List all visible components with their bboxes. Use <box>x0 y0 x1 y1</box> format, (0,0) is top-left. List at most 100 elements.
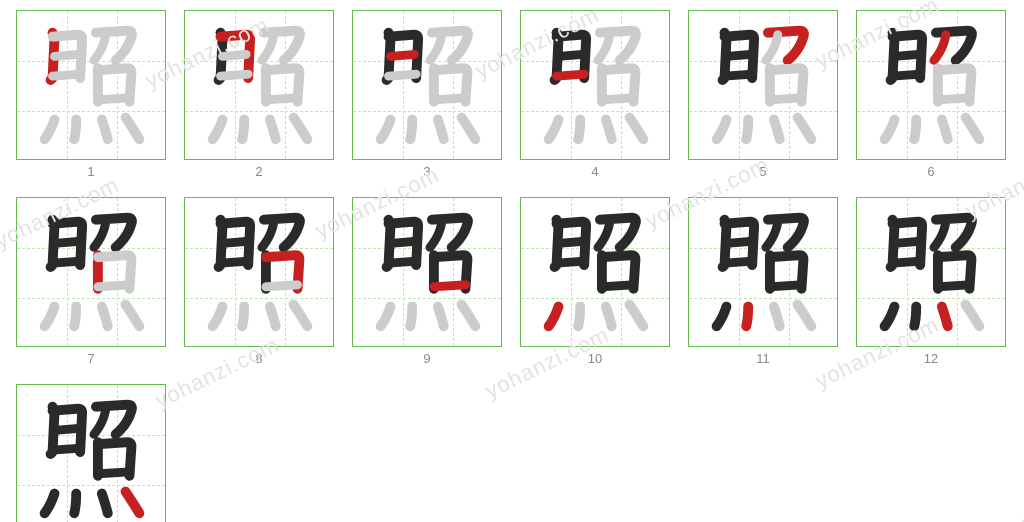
character-svg <box>185 11 333 159</box>
stroke-13 <box>126 305 140 327</box>
stroke-3 <box>726 54 750 56</box>
stroke-4 <box>53 448 81 450</box>
character-svg <box>185 198 333 346</box>
stroke-3 <box>558 241 582 243</box>
stroke-3 <box>390 54 414 56</box>
step-number: 11 <box>756 351 770 366</box>
stroke-10 <box>213 307 223 327</box>
stroke-11 <box>74 120 76 140</box>
stroke-6 <box>934 222 946 248</box>
stroke-12 <box>774 307 780 327</box>
stroke-order-grid: 12345678910111213 <box>16 10 1012 522</box>
stroke-13 <box>966 118 980 140</box>
stroke-9 <box>938 98 970 100</box>
stroke-9 <box>602 285 634 287</box>
stroke-12 <box>942 307 948 327</box>
stroke-13 <box>126 492 140 514</box>
stroke-13 <box>798 118 812 140</box>
stroke-cell: 10 <box>520 197 670 366</box>
stroke-4 <box>725 261 753 263</box>
stroke-3 <box>222 241 246 243</box>
stroke-3 <box>894 241 918 243</box>
step-number: 9 <box>423 351 430 366</box>
character-svg <box>521 198 669 346</box>
stroke-10 <box>885 307 895 327</box>
stroke-3 <box>558 54 582 56</box>
stroke-13 <box>462 305 476 327</box>
character-svg <box>521 11 669 159</box>
stroke-9 <box>434 285 466 287</box>
stroke-13 <box>798 305 812 327</box>
stroke-3 <box>222 54 246 56</box>
stroke-13 <box>294 118 308 140</box>
stroke-6 <box>94 409 106 435</box>
cell-box <box>520 10 670 160</box>
cell-box <box>688 197 838 347</box>
stroke-11 <box>746 307 748 327</box>
stroke-4 <box>557 261 585 263</box>
stroke-12 <box>606 120 612 140</box>
stroke-9 <box>266 285 298 287</box>
stroke-9 <box>98 98 130 100</box>
stroke-9 <box>938 285 970 287</box>
step-number: 1 <box>87 164 94 179</box>
stroke-11 <box>914 120 916 140</box>
stroke-9 <box>770 285 802 287</box>
stroke-6 <box>598 222 610 248</box>
stroke-cell: 5 <box>688 10 838 179</box>
stroke-9 <box>434 98 466 100</box>
stroke-cell: 11 <box>688 197 838 366</box>
stroke-10 <box>45 307 55 327</box>
cell-box <box>16 197 166 347</box>
stroke-4 <box>389 74 417 76</box>
cell-box <box>184 10 334 160</box>
stroke-4 <box>893 74 921 76</box>
stroke-6 <box>94 35 106 61</box>
stroke-11 <box>242 120 244 140</box>
stroke-10 <box>717 307 727 327</box>
stroke-10 <box>45 120 55 140</box>
cell-box <box>856 10 1006 160</box>
stroke-3 <box>726 241 750 243</box>
stroke-cell: 13 <box>16 384 166 522</box>
stroke-6 <box>766 35 778 61</box>
stroke-6 <box>430 35 442 61</box>
stroke-10 <box>381 307 391 327</box>
stroke-12 <box>438 307 444 327</box>
stroke-12 <box>942 120 948 140</box>
stroke-cell: 1 <box>16 10 166 179</box>
stroke-6 <box>598 35 610 61</box>
cell-box <box>184 197 334 347</box>
stroke-12 <box>270 307 276 327</box>
step-number: 7 <box>87 351 94 366</box>
stroke-4 <box>221 261 249 263</box>
stroke-9 <box>98 472 130 474</box>
stroke-cell: 2 <box>184 10 334 179</box>
stroke-9 <box>266 98 298 100</box>
cell-box <box>352 10 502 160</box>
step-number: 5 <box>759 164 766 179</box>
stroke-11 <box>74 307 76 327</box>
stroke-10 <box>717 120 727 140</box>
stroke-3 <box>54 241 78 243</box>
cell-box <box>520 197 670 347</box>
character-svg <box>17 11 165 159</box>
stroke-12 <box>438 120 444 140</box>
stroke-10 <box>885 120 895 140</box>
stroke-11 <box>914 307 916 327</box>
stroke-13 <box>126 118 140 140</box>
character-svg <box>353 11 501 159</box>
character-svg <box>17 198 165 346</box>
stroke-11 <box>410 307 412 327</box>
stroke-10 <box>381 120 391 140</box>
stroke-13 <box>630 305 644 327</box>
stroke-11 <box>746 120 748 140</box>
stroke-cell: 6 <box>856 10 1006 179</box>
stroke-11 <box>74 494 76 514</box>
cell-box <box>352 197 502 347</box>
stroke-cell: 12 <box>856 197 1006 366</box>
stroke-4 <box>53 261 81 263</box>
stroke-cell: 4 <box>520 10 670 179</box>
stroke-6 <box>766 222 778 248</box>
character-svg <box>17 385 165 522</box>
